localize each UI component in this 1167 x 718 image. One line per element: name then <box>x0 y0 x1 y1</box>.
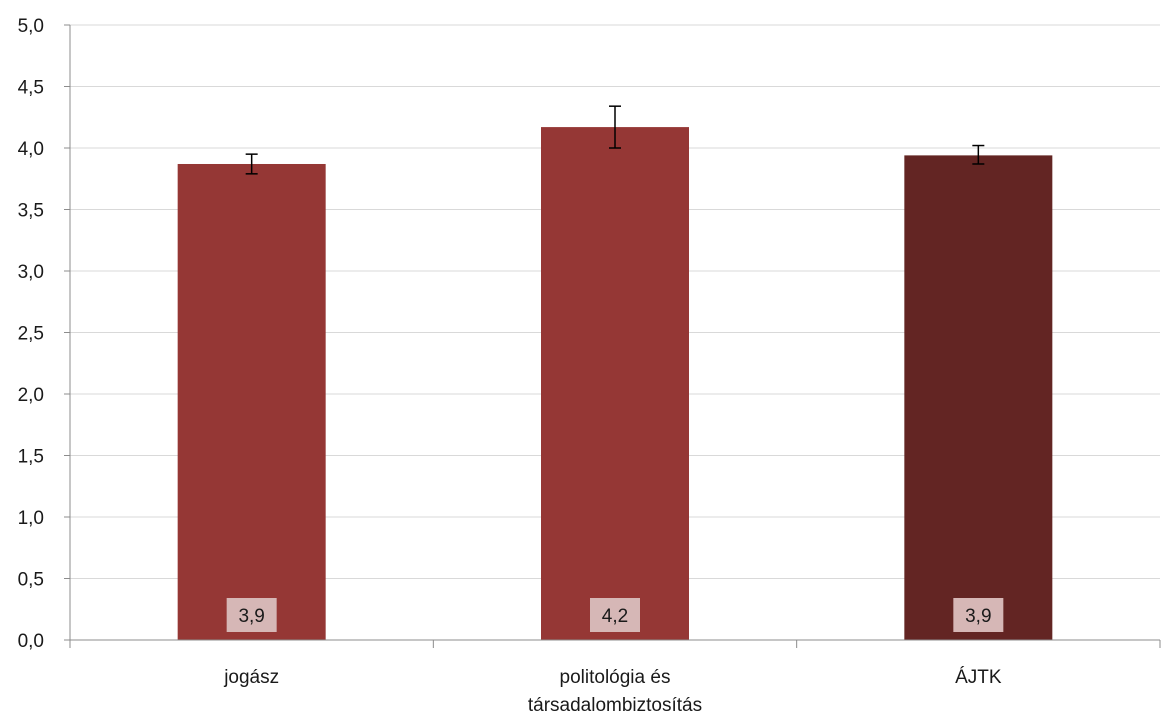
bar <box>541 127 689 641</box>
bar <box>177 163 326 641</box>
x-axis-labels: jogász politológia és társadalombiztosítás… <box>223 667 1002 716</box>
y-tick-label: 1,0 <box>18 508 44 529</box>
x-category-label-line: jogász <box>223 667 279 688</box>
bar <box>904 155 1053 640</box>
y-tick-label: 3,0 <box>18 262 44 283</box>
x-category-label-line: ÁJTK <box>955 667 1002 688</box>
data-label-box <box>953 598 1004 632</box>
data-labels: 3,9 4,2 3,9 <box>226 598 1004 632</box>
data-label: 3,9 <box>965 606 991 627</box>
x-category-label: ÁJTK <box>955 667 1002 688</box>
data-label: 4,2 <box>602 606 628 627</box>
y-tick-label: 0,5 <box>18 570 44 591</box>
y-tick-label: 2,0 <box>18 385 44 406</box>
y-tick-label: 1,5 <box>18 447 44 468</box>
y-tick-label: 2,5 <box>18 324 44 345</box>
x-category-label: jogász <box>223 667 279 688</box>
data-label-box <box>226 598 277 632</box>
axes <box>69 25 1161 648</box>
y-tick-label: 4,5 <box>18 78 44 99</box>
y-axis-ticks: 0,0 0,5 1,0 1,5 2,0 2,5 3,0 3,5 4,0 4,5 5,0 <box>18 16 70 652</box>
x-category-label-line: politológia és <box>560 667 671 688</box>
y-tick-label: 4,0 <box>18 139 44 160</box>
bars <box>177 127 1053 641</box>
data-label-box <box>590 598 640 632</box>
error-bars <box>245 105 985 175</box>
data-label: 3,9 <box>238 606 264 627</box>
y-tick-label: 5,0 <box>18 16 44 37</box>
y-tick-label: 3,5 <box>18 201 44 222</box>
x-category-label-line: társadalombiztosítás <box>528 695 702 716</box>
y-tick-label: 0,0 <box>18 631 44 652</box>
x-category-label: politológia és társadalombiztosítás <box>528 667 702 716</box>
